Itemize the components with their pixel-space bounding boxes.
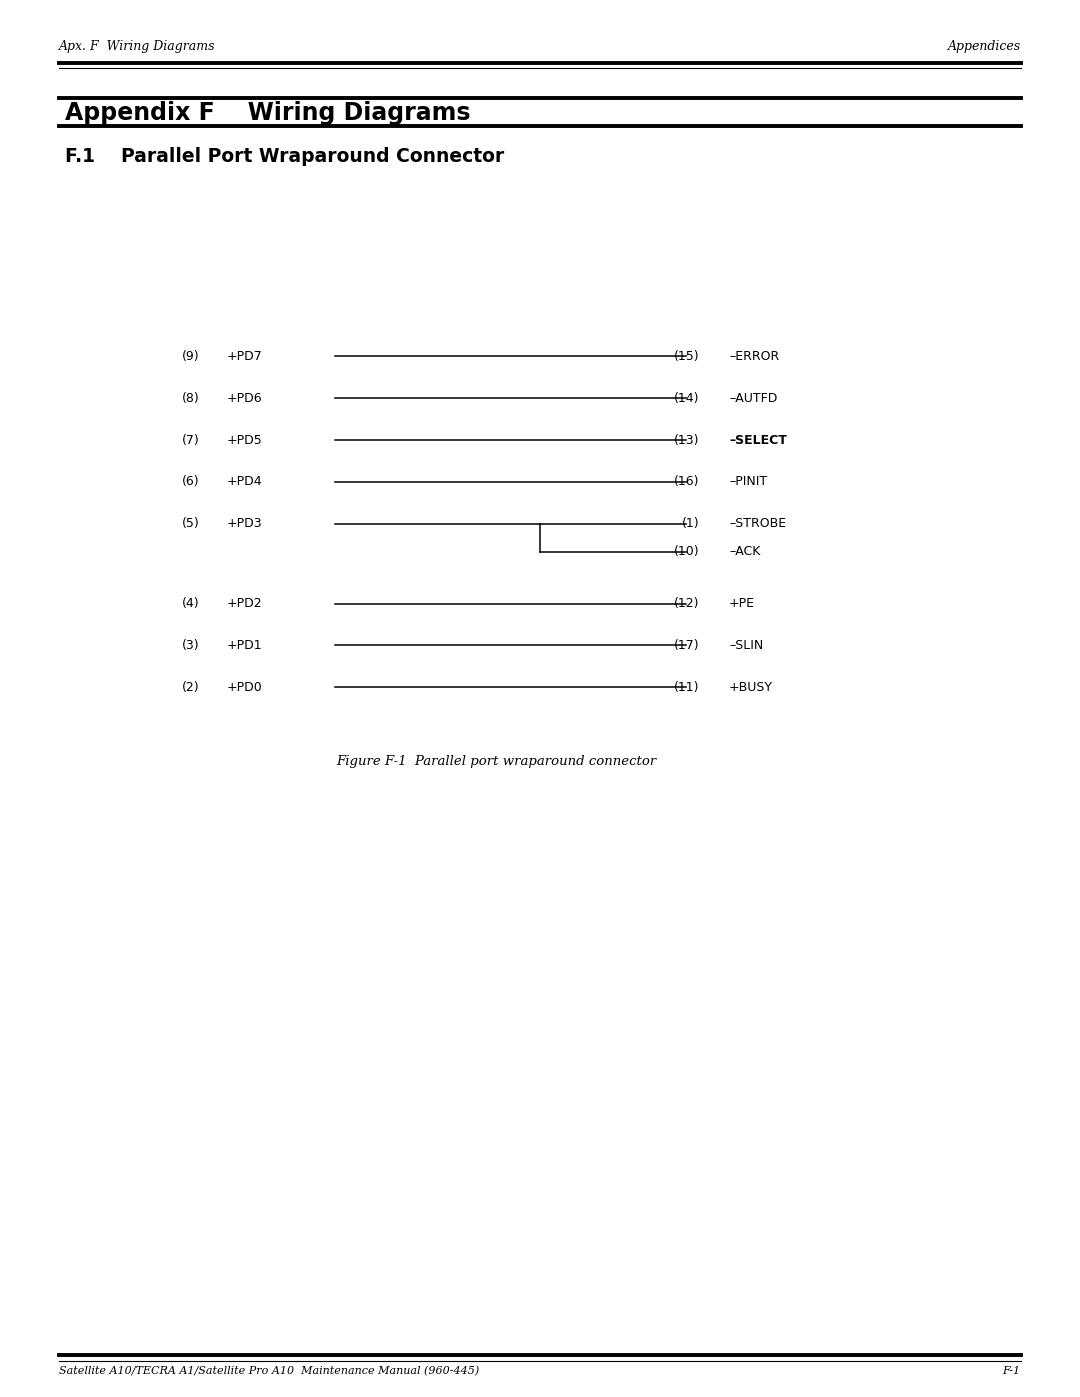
Text: +PD6: +PD6 — [227, 391, 262, 405]
Text: (7): (7) — [183, 433, 200, 447]
Text: (12): (12) — [674, 597, 700, 610]
Text: +PD7: +PD7 — [227, 349, 262, 363]
Text: –SLIN: –SLIN — [729, 638, 764, 652]
Text: –SELECT: –SELECT — [729, 433, 787, 447]
Text: +PE: +PE — [729, 597, 755, 610]
Text: (9): (9) — [183, 349, 200, 363]
Text: (13): (13) — [674, 433, 700, 447]
Text: Appendix F    Wiring Diagrams: Appendix F Wiring Diagrams — [65, 101, 470, 126]
Text: (16): (16) — [674, 475, 700, 489]
Text: –ACK: –ACK — [729, 545, 760, 559]
Text: +PD2: +PD2 — [227, 597, 262, 610]
Text: F-1: F-1 — [1002, 1366, 1021, 1376]
Text: Satellite A10/TECRA A1/Satellite Pro A10  Maintenance Manual (960-445): Satellite A10/TECRA A1/Satellite Pro A10… — [59, 1366, 480, 1376]
Text: (6): (6) — [183, 475, 200, 489]
Text: (8): (8) — [183, 391, 200, 405]
Text: (15): (15) — [674, 349, 700, 363]
Text: –STROBE: –STROBE — [729, 517, 786, 531]
Text: (11): (11) — [674, 680, 700, 694]
Text: Appendices: Appendices — [947, 41, 1021, 53]
Text: (14): (14) — [674, 391, 700, 405]
Text: (1): (1) — [683, 517, 700, 531]
Text: (5): (5) — [183, 517, 200, 531]
Text: –PINIT: –PINIT — [729, 475, 767, 489]
Text: Apx. F  Wiring Diagrams: Apx. F Wiring Diagrams — [59, 41, 216, 53]
Text: (3): (3) — [183, 638, 200, 652]
Text: –ERROR: –ERROR — [729, 349, 780, 363]
Text: +BUSY: +BUSY — [729, 680, 773, 694]
Text: +PD0: +PD0 — [227, 680, 262, 694]
Text: Figure F-1  Parallel port wraparound connector: Figure F-1 Parallel port wraparound conn… — [337, 754, 657, 768]
Text: (4): (4) — [183, 597, 200, 610]
Text: (17): (17) — [674, 638, 700, 652]
Text: +PD5: +PD5 — [227, 433, 262, 447]
Text: +PD4: +PD4 — [227, 475, 262, 489]
Text: (2): (2) — [183, 680, 200, 694]
Text: F.1    Parallel Port Wraparound Connector: F.1 Parallel Port Wraparound Connector — [65, 147, 504, 166]
Text: –AUTFD: –AUTFD — [729, 391, 778, 405]
Text: +PD1: +PD1 — [227, 638, 262, 652]
Text: +PD3: +PD3 — [227, 517, 262, 531]
Text: (10): (10) — [674, 545, 700, 559]
